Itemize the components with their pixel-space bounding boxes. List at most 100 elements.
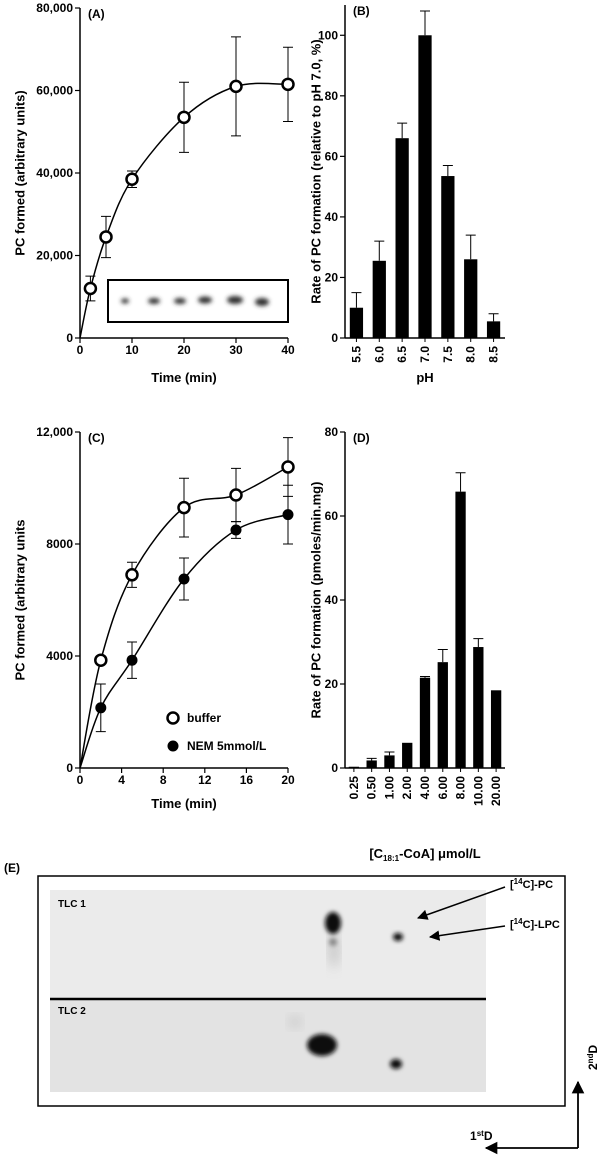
x-axis-label: [C18:1-CoA] μmol/L — [369, 846, 480, 863]
x-axis-label: Time (min) — [151, 796, 217, 811]
x-tick-label: 4.00 — [418, 776, 432, 800]
data-point — [99, 230, 113, 244]
x-tick-label: 7.0 — [418, 346, 432, 363]
x-tick-label: 2.00 — [400, 776, 414, 800]
data-point — [281, 77, 295, 92]
spots — [290, 912, 403, 1069]
x-tick-label: 8.5 — [487, 346, 501, 363]
bar — [395, 138, 409, 338]
spot-label: [14C]-LPC — [510, 917, 560, 931]
error-bar — [397, 122, 408, 139]
tlc-label: TLC 1 — [58, 899, 86, 910]
y-axis-label: PC formed (arbitrary units) — [13, 90, 28, 255]
y-axis-label: Rate of PC formation (relative to pH 7.0… — [309, 39, 324, 303]
x-tick-label: 20 — [177, 343, 191, 357]
data-point — [178, 573, 190, 585]
error-bar — [488, 313, 499, 322]
bar — [441, 176, 455, 338]
error-bar — [420, 675, 430, 678]
panel-label: (D) — [353, 431, 370, 445]
x-tick-label: 40 — [281, 343, 295, 357]
data-point — [230, 524, 242, 536]
x-tick-label: 20 — [281, 773, 295, 787]
axis-direction: 1stD — [470, 1129, 493, 1143]
y-tick-label: 60 — [325, 149, 339, 163]
y-tick-label: 100 — [318, 28, 338, 42]
bar — [490, 690, 502, 768]
error-bar — [384, 751, 395, 756]
y-tick-label: 0 — [331, 761, 338, 775]
y-tick-label: 40 — [325, 210, 339, 224]
x-axis-label-part: 18:1 — [383, 854, 400, 863]
axis-direction: 2ndD — [586, 1045, 600, 1070]
data-point — [83, 281, 98, 296]
data-point — [282, 509, 294, 521]
y-tick-label: 60 — [325, 509, 339, 523]
data-point — [229, 79, 243, 94]
bar — [349, 307, 364, 338]
y-tick-label: 80,000 — [36, 1, 73, 15]
y-axis-label: PC formed (arbitrary units — [13, 519, 28, 680]
gel-inset — [107, 279, 289, 323]
data-point — [94, 653, 108, 667]
x-axis-label: pH — [416, 370, 433, 385]
bar — [366, 760, 377, 768]
y-axis-label: Rate of PC formation (pmoles/min.mg) — [309, 482, 324, 719]
data-point — [95, 702, 107, 714]
error-bar — [455, 472, 466, 492]
legend-marker — [167, 740, 179, 752]
y-tick-label: 80 — [325, 425, 339, 439]
panel-e: (E) TLC 1 TLC 2 [14C]-PC [14C]-LPC 2ndD … — [4, 861, 600, 1155]
tlc-label: TLC 2 — [58, 1006, 86, 1017]
data-point — [229, 488, 243, 502]
legend-marker — [166, 711, 180, 725]
panel: (C) 0 4000 8000 12,000 PC formed (arbitrary u… — [13, 425, 295, 811]
error-bar — [351, 292, 362, 308]
y-tick-label: 20,000 — [36, 249, 73, 263]
y-tick-label: 0 — [66, 761, 73, 775]
x-tick-label: 6.00 — [436, 776, 450, 800]
bar — [464, 259, 478, 338]
bar — [384, 755, 395, 768]
x-tick-label: 10.00 — [471, 776, 485, 806]
tlc-plate-2 — [50, 1000, 486, 1092]
panel: (A) 0 20,000 40,000 60,000 80,000 PC formed (a… — [13, 1, 295, 385]
data-point — [177, 110, 191, 125]
x-tick-label: 20.00 — [489, 776, 503, 806]
bar — [486, 321, 501, 338]
x-tick-label: 8.00 — [454, 776, 468, 800]
data-point — [177, 500, 191, 515]
x-tick-label: 0 — [77, 343, 84, 357]
fit-curve — [79, 513, 289, 769]
error-bar — [420, 10, 430, 36]
y-tick-label: 40,000 — [36, 166, 73, 180]
y-tick-label: 40 — [325, 593, 339, 607]
panel-label: (A) — [88, 7, 105, 21]
x-tick-label: 10 — [125, 343, 139, 357]
legend-label: NEM 5mmol/L — [187, 739, 266, 753]
error-bar — [473, 638, 484, 648]
panel-label: (B) — [353, 4, 370, 18]
x-tick-label: 7.5 — [441, 346, 455, 363]
error-bar — [366, 757, 377, 761]
x-tick-label: 1.00 — [382, 776, 396, 800]
data-point — [281, 460, 295, 474]
data-point — [125, 568, 139, 582]
panel: (D) 0 20 40 60 80 Rate of PC formation (pmoles… — [309, 425, 505, 863]
error-bar — [442, 164, 453, 177]
x-tick-label: 16 — [240, 773, 254, 787]
legend-label: buffer — [187, 711, 221, 725]
y-tick-label: 20 — [325, 677, 339, 691]
tlc-plate-1 — [50, 890, 486, 998]
bar — [419, 677, 431, 768]
bar — [372, 260, 386, 338]
y-tick-label: 8000 — [46, 537, 73, 551]
bar — [348, 766, 360, 768]
x-axis-label: Time (min) — [151, 370, 217, 385]
x-tick-label: 8 — [160, 773, 167, 787]
y-tick-label: 4000 — [46, 649, 73, 663]
x-axis-label-part: -CoA] μmol/L — [399, 846, 481, 861]
x-axis-label-part: [C — [369, 846, 383, 861]
y-tick-label: 80 — [325, 89, 339, 103]
